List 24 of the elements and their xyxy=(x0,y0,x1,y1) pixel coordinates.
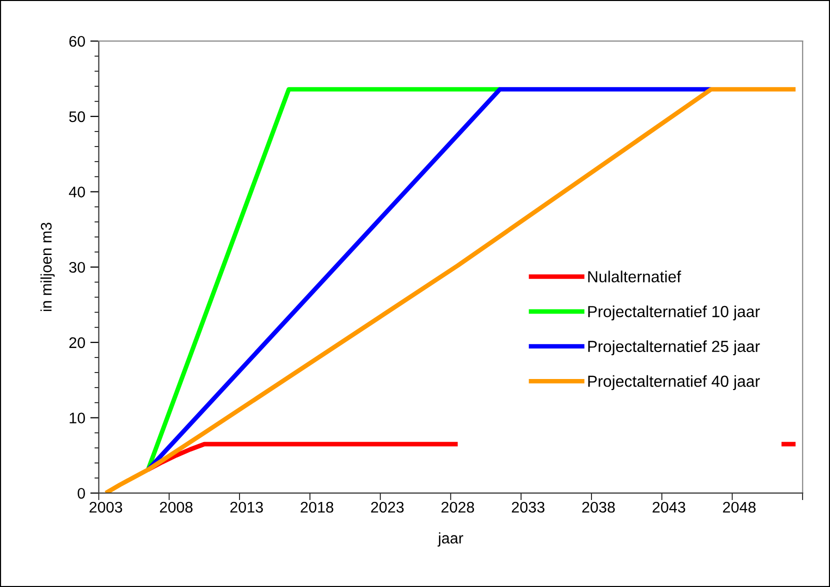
y-tick-label: 60 xyxy=(69,36,85,47)
x-tick-label: 2018 xyxy=(300,502,334,513)
x-tick-label: 2028 xyxy=(442,502,474,513)
y-tick-label: 10 xyxy=(70,412,85,424)
legend-label: Projectalternatief 10 jaar xyxy=(588,305,760,320)
x-tick-label: 2013 xyxy=(230,502,263,513)
y-tick-label: 0 xyxy=(78,488,85,499)
x-tick-label: 2048 xyxy=(723,502,756,513)
x-axis-title: jaar xyxy=(438,532,464,547)
x-tick-label: 2038 xyxy=(582,502,615,513)
x-tick-label: 2003 xyxy=(90,502,122,513)
legend-label: Projectalternatief 40 jaar xyxy=(588,375,760,390)
y-tick-label: 40 xyxy=(68,186,85,198)
x-tick-label: 2033 xyxy=(512,502,544,513)
y-tick-label: 30 xyxy=(69,262,85,273)
x-tick-label: 2043 xyxy=(652,502,686,513)
y-axis-title: in miljoen m3 xyxy=(40,222,55,312)
y-tick-label: 20 xyxy=(69,337,85,348)
x-tick-label: 2008 xyxy=(160,502,193,513)
line-series xyxy=(104,87,798,494)
legend-label: Projectalternatief 25 jaar xyxy=(588,340,760,356)
x-tick-label: 2023 xyxy=(371,502,404,513)
legend-label: Nulalternatief xyxy=(588,270,682,282)
y-tick-label: 50 xyxy=(69,111,85,122)
